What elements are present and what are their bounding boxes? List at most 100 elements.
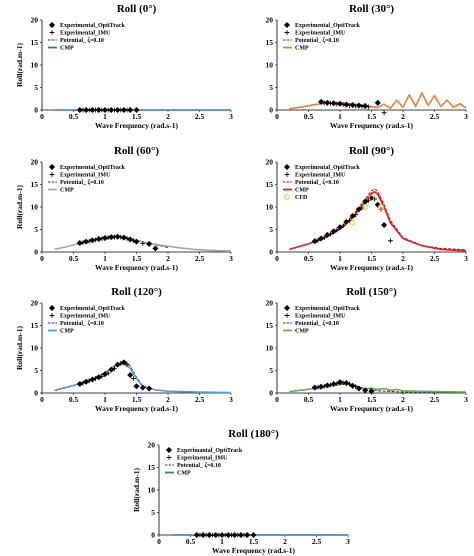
y-axis-label: Roll(rad.m-1) <box>15 326 24 370</box>
y-tick-label: 5 <box>34 83 38 92</box>
data-point <box>146 385 153 392</box>
x-tick-label: 1.5 <box>367 395 377 404</box>
y-tick-label: 5 <box>269 225 273 234</box>
legend-label: CMP <box>60 188 74 194</box>
x-tick-label: 0 <box>275 395 279 404</box>
x-tick-label: 1 <box>338 254 342 263</box>
x-tick-label: 2 <box>401 112 405 121</box>
y-tick-label: 10 <box>266 61 274 70</box>
x-tick-label: 3 <box>229 112 233 121</box>
data-point <box>365 198 371 204</box>
y-tick-label: 15 <box>31 180 39 189</box>
y-tick-label: 15 <box>266 38 274 47</box>
legend-label: CMP <box>295 46 309 52</box>
y-tick-label: 20 <box>31 158 39 167</box>
data-point <box>235 532 241 538</box>
data-point <box>368 388 375 395</box>
y-tick-label: 20 <box>266 16 274 25</box>
legend-label: CMP <box>177 471 191 477</box>
data-point <box>108 106 115 114</box>
data-point <box>362 204 369 210</box>
data-point <box>349 219 356 226</box>
data-point <box>334 381 340 386</box>
data-point <box>93 376 98 381</box>
y-tick-label: 0 <box>269 106 273 115</box>
data-point <box>146 240 153 247</box>
y-tick-label: 20 <box>266 299 274 308</box>
legend-label: CFD <box>295 195 308 201</box>
x-tick-label: 0.5 <box>304 112 314 121</box>
chart-panel-4: Roll (90°) 0 5 10 15 20 0 0.5 1 1.5 2 2.5 3 Wave Freq… <box>266 145 469 272</box>
legend-marker <box>284 194 290 200</box>
data-point <box>140 241 146 246</box>
legend-marker <box>49 30 55 35</box>
legend-label: Potential_ ζ=0.10 <box>295 37 339 44</box>
plot-area <box>54 106 231 114</box>
y-tick-label: 0 <box>269 389 273 398</box>
data-point <box>355 206 362 213</box>
x-tick-label: 2.5 <box>195 112 205 121</box>
data-point <box>200 531 207 539</box>
x-tick-label: 2 <box>166 254 170 263</box>
data-point <box>101 106 109 114</box>
x-tick-label: 0.5 <box>186 537 196 546</box>
legend-label: Experimental_OptiTrack <box>295 165 361 171</box>
chart-title: Roll (30°) <box>349 3 394 15</box>
x-axis-label: Wave Frequency (rad.s-1) <box>212 546 295 555</box>
y-tick-label: 10 <box>31 344 39 353</box>
legend-label: Experimental_IMU <box>60 31 111 37</box>
chart-title: Roll (60°) <box>114 145 159 157</box>
data-point <box>99 236 105 241</box>
data-point <box>118 360 124 366</box>
data-point <box>105 370 111 376</box>
data-point <box>340 223 346 229</box>
legend: Experimental_OptiTrack Experimental_IMUPo… <box>48 163 126 194</box>
data-point <box>218 531 226 539</box>
x-axis-label: Wave Frequency (rad.s-1) <box>330 121 413 130</box>
data-point <box>124 236 130 241</box>
y-tick-label: 0 <box>34 248 38 257</box>
y-tick-label: 5 <box>34 225 38 234</box>
y-axis-label: Roll(rad.m-1) <box>15 43 24 87</box>
legend-label: Potential_ ζ=0.10 <box>60 179 104 186</box>
data-point <box>99 107 105 113</box>
data-point <box>83 106 90 114</box>
data-point <box>80 107 86 113</box>
x-tick-label: 3 <box>464 254 468 263</box>
x-tick-label: 3 <box>229 254 233 263</box>
y-tick-label: 5 <box>151 508 155 517</box>
x-tick-label: 1.5 <box>249 537 259 546</box>
data-point <box>250 531 257 539</box>
data-point <box>124 107 130 113</box>
legend: Experimantal_OptiTrack Experimental_IMUPo… <box>165 446 243 477</box>
x-tick-label: 1 <box>220 537 224 546</box>
plot-area <box>289 188 467 252</box>
data-point <box>212 531 219 539</box>
legend-label: CMP <box>295 188 309 194</box>
data-point <box>95 106 102 114</box>
x-tick-label: 2.5 <box>430 254 440 263</box>
data-point <box>89 106 96 114</box>
data-point <box>105 107 111 113</box>
data-point <box>340 380 346 386</box>
x-tick-label: 1.5 <box>367 112 377 121</box>
legend-marker <box>49 313 55 318</box>
x-tick-label: 1.5 <box>132 395 142 404</box>
data-point <box>197 532 203 538</box>
x-tick-label: 2.5 <box>312 537 322 546</box>
y-tick-label: 5 <box>34 366 38 375</box>
plot-area <box>171 531 348 539</box>
chart-panel-5: Roll (120°) 0 5 10 15 20 0 0.5 1 1.5 2 2.5 3 Wave Fre… <box>15 286 233 413</box>
legend-marker <box>165 446 173 454</box>
legend: Experimental_OptiTrack Experimental_IMUPo… <box>48 21 126 52</box>
x-axis-label: Wave Frequency (rad.s-1) <box>95 263 178 272</box>
data-point <box>118 234 124 240</box>
legend-label: CMP <box>60 46 74 52</box>
y-axis-label: Roll(rad.m-1) <box>132 468 141 512</box>
data-point <box>130 376 136 381</box>
data-point <box>133 106 140 114</box>
chart-title: Roll (0°) <box>117 3 157 15</box>
legend-marker <box>284 313 290 318</box>
data-point <box>355 102 362 109</box>
